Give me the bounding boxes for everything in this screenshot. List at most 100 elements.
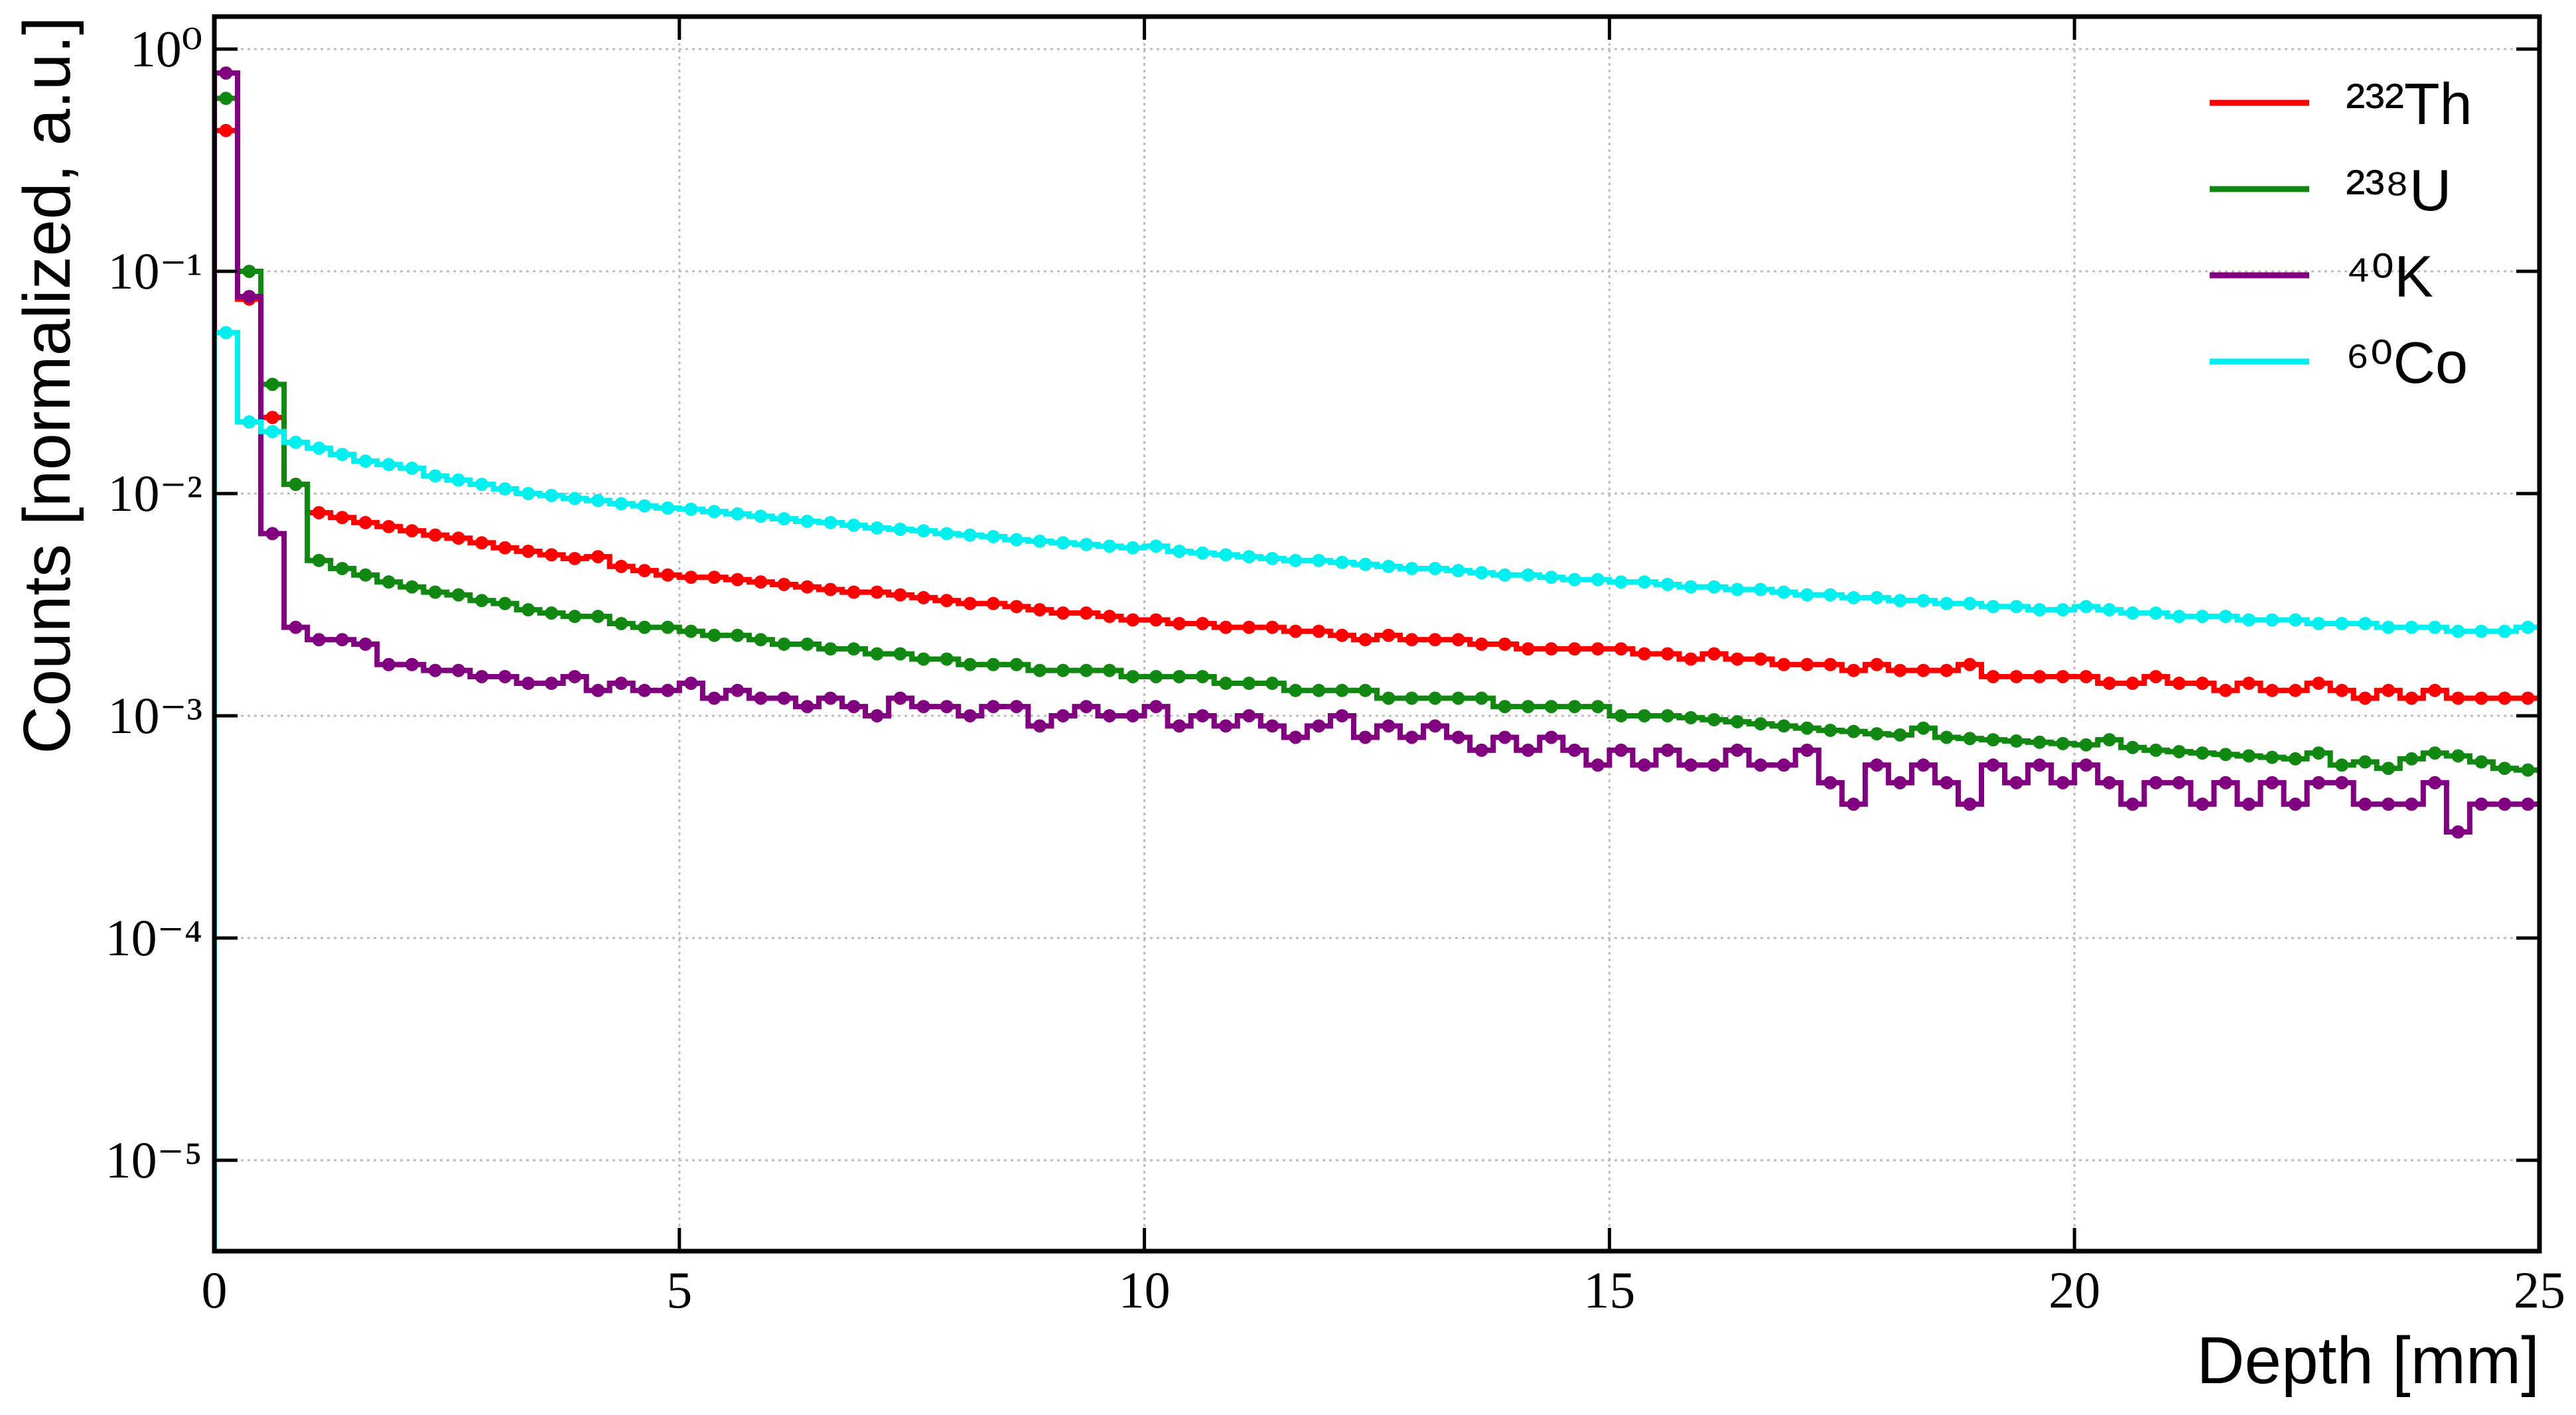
bin-marker — [2335, 758, 2349, 772]
bin-marker — [1126, 613, 1140, 627]
bin-marker — [916, 524, 930, 538]
bin-marker — [2498, 691, 2512, 705]
bin-marker — [638, 683, 652, 697]
bin-marker — [1405, 730, 1419, 744]
bin-marker — [1196, 669, 1210, 683]
y-tick-label: 10⁻¹ — [107, 242, 202, 300]
bin-marker — [451, 473, 465, 487]
bin-marker — [498, 541, 512, 555]
bin-marker — [2149, 606, 2163, 620]
bin-marker — [684, 502, 698, 516]
bin-marker — [614, 677, 628, 691]
bin-marker — [382, 519, 395, 533]
bin-marker — [405, 580, 419, 594]
bin-marker — [1986, 733, 2000, 747]
y-tick-label: 10⁻⁴ — [106, 909, 202, 967]
bin-marker — [451, 663, 465, 677]
bin-marker — [1661, 708, 1674, 722]
bin-marker — [1498, 700, 1512, 714]
bin-marker — [522, 544, 536, 558]
bin-marker — [1474, 691, 1488, 705]
bin-marker — [2102, 733, 2116, 747]
bin-marker — [823, 642, 837, 656]
bin-marker — [1637, 575, 1651, 589]
y-tick-label: 10⁻⁵ — [106, 1131, 202, 1189]
bin-marker — [2428, 775, 2442, 789]
bin-marker — [545, 677, 559, 691]
bin-marker — [1335, 555, 1349, 569]
bin-marker — [1684, 758, 1698, 772]
bin-marker — [2498, 762, 2512, 775]
bin-marker — [823, 515, 837, 529]
bin-marker — [707, 505, 721, 519]
bin-marker — [684, 624, 698, 638]
bin-marker — [265, 425, 279, 438]
plot-area — [214, 66, 2540, 1251]
bin-marker — [2056, 775, 2070, 789]
x-tick-label: 25 — [2514, 1261, 2565, 1319]
bin-marker — [2265, 750, 2279, 764]
bin-marker — [2474, 624, 2488, 638]
bin-marker — [219, 66, 233, 80]
bin-marker — [591, 494, 605, 507]
bin-marker — [1080, 700, 1093, 714]
bin-marker — [2218, 775, 2232, 789]
bin-marker — [1382, 628, 1395, 642]
bin-marker — [289, 478, 303, 492]
legend-label: ²³⁸U — [2346, 157, 2451, 223]
bin-marker — [1684, 652, 1698, 666]
bin-marker — [1707, 758, 1721, 772]
bin-marker — [1521, 743, 1535, 757]
bin-marker — [382, 458, 395, 472]
bin-marker — [2056, 603, 2070, 617]
bin-marker — [382, 657, 395, 671]
bin-marker — [2079, 669, 2093, 683]
bin-marker — [2172, 744, 2186, 758]
bin-marker — [661, 620, 675, 634]
bin-marker — [1824, 588, 1837, 602]
axes: 0 5 10 15 20 25 10⁻⁵ 10⁻⁴ 10⁻³ 10⁻² 10⁻¹ 10⁰ — [106, 17, 2565, 1319]
bin-marker — [1312, 683, 1326, 697]
bin-marker — [2405, 797, 2419, 811]
bin-marker — [754, 633, 768, 647]
bin-marker — [265, 411, 279, 425]
bin-marker — [1358, 633, 1372, 647]
bin-marker — [1335, 628, 1349, 642]
bin-marker — [2218, 748, 2232, 762]
bin-marker — [1824, 723, 1837, 737]
bin-marker — [1591, 642, 1605, 656]
bin-marker — [405, 461, 419, 475]
bin-marker — [1893, 775, 1907, 789]
bin-marker — [1916, 663, 1930, 677]
bin-marker — [1591, 573, 1605, 586]
bin-marker — [1847, 663, 1861, 677]
bin-marker — [614, 616, 628, 630]
bin-marker — [1777, 657, 1791, 671]
bin-marker — [474, 669, 488, 683]
bin-marker — [1870, 758, 1884, 772]
bin-marker — [1707, 712, 1721, 726]
bin-marker — [847, 700, 861, 714]
bin-marker — [916, 590, 930, 604]
legend-label: ²³²Th — [2346, 71, 2472, 137]
bin-marker — [382, 575, 395, 589]
bin-marker — [1521, 700, 1535, 714]
bin-marker — [1591, 700, 1605, 714]
bin-marker — [1405, 633, 1419, 647]
bin-marker — [1009, 533, 1023, 547]
bin-marker — [428, 663, 442, 677]
bin-marker — [2382, 620, 2396, 634]
bin-marker — [428, 469, 442, 483]
bin-marker — [1661, 743, 1674, 757]
bin-marker — [1196, 546, 1210, 560]
bin-marker — [1242, 708, 1256, 722]
bin-marker — [2289, 683, 2303, 697]
bin-marker — [2521, 620, 2535, 634]
bin-marker — [1009, 657, 1023, 671]
bin-marker — [1080, 537, 1093, 551]
bin-marker — [1940, 596, 1954, 610]
bin-marker — [2382, 797, 2396, 811]
bin-marker — [2289, 613, 2303, 627]
bin-marker — [2195, 610, 2209, 624]
